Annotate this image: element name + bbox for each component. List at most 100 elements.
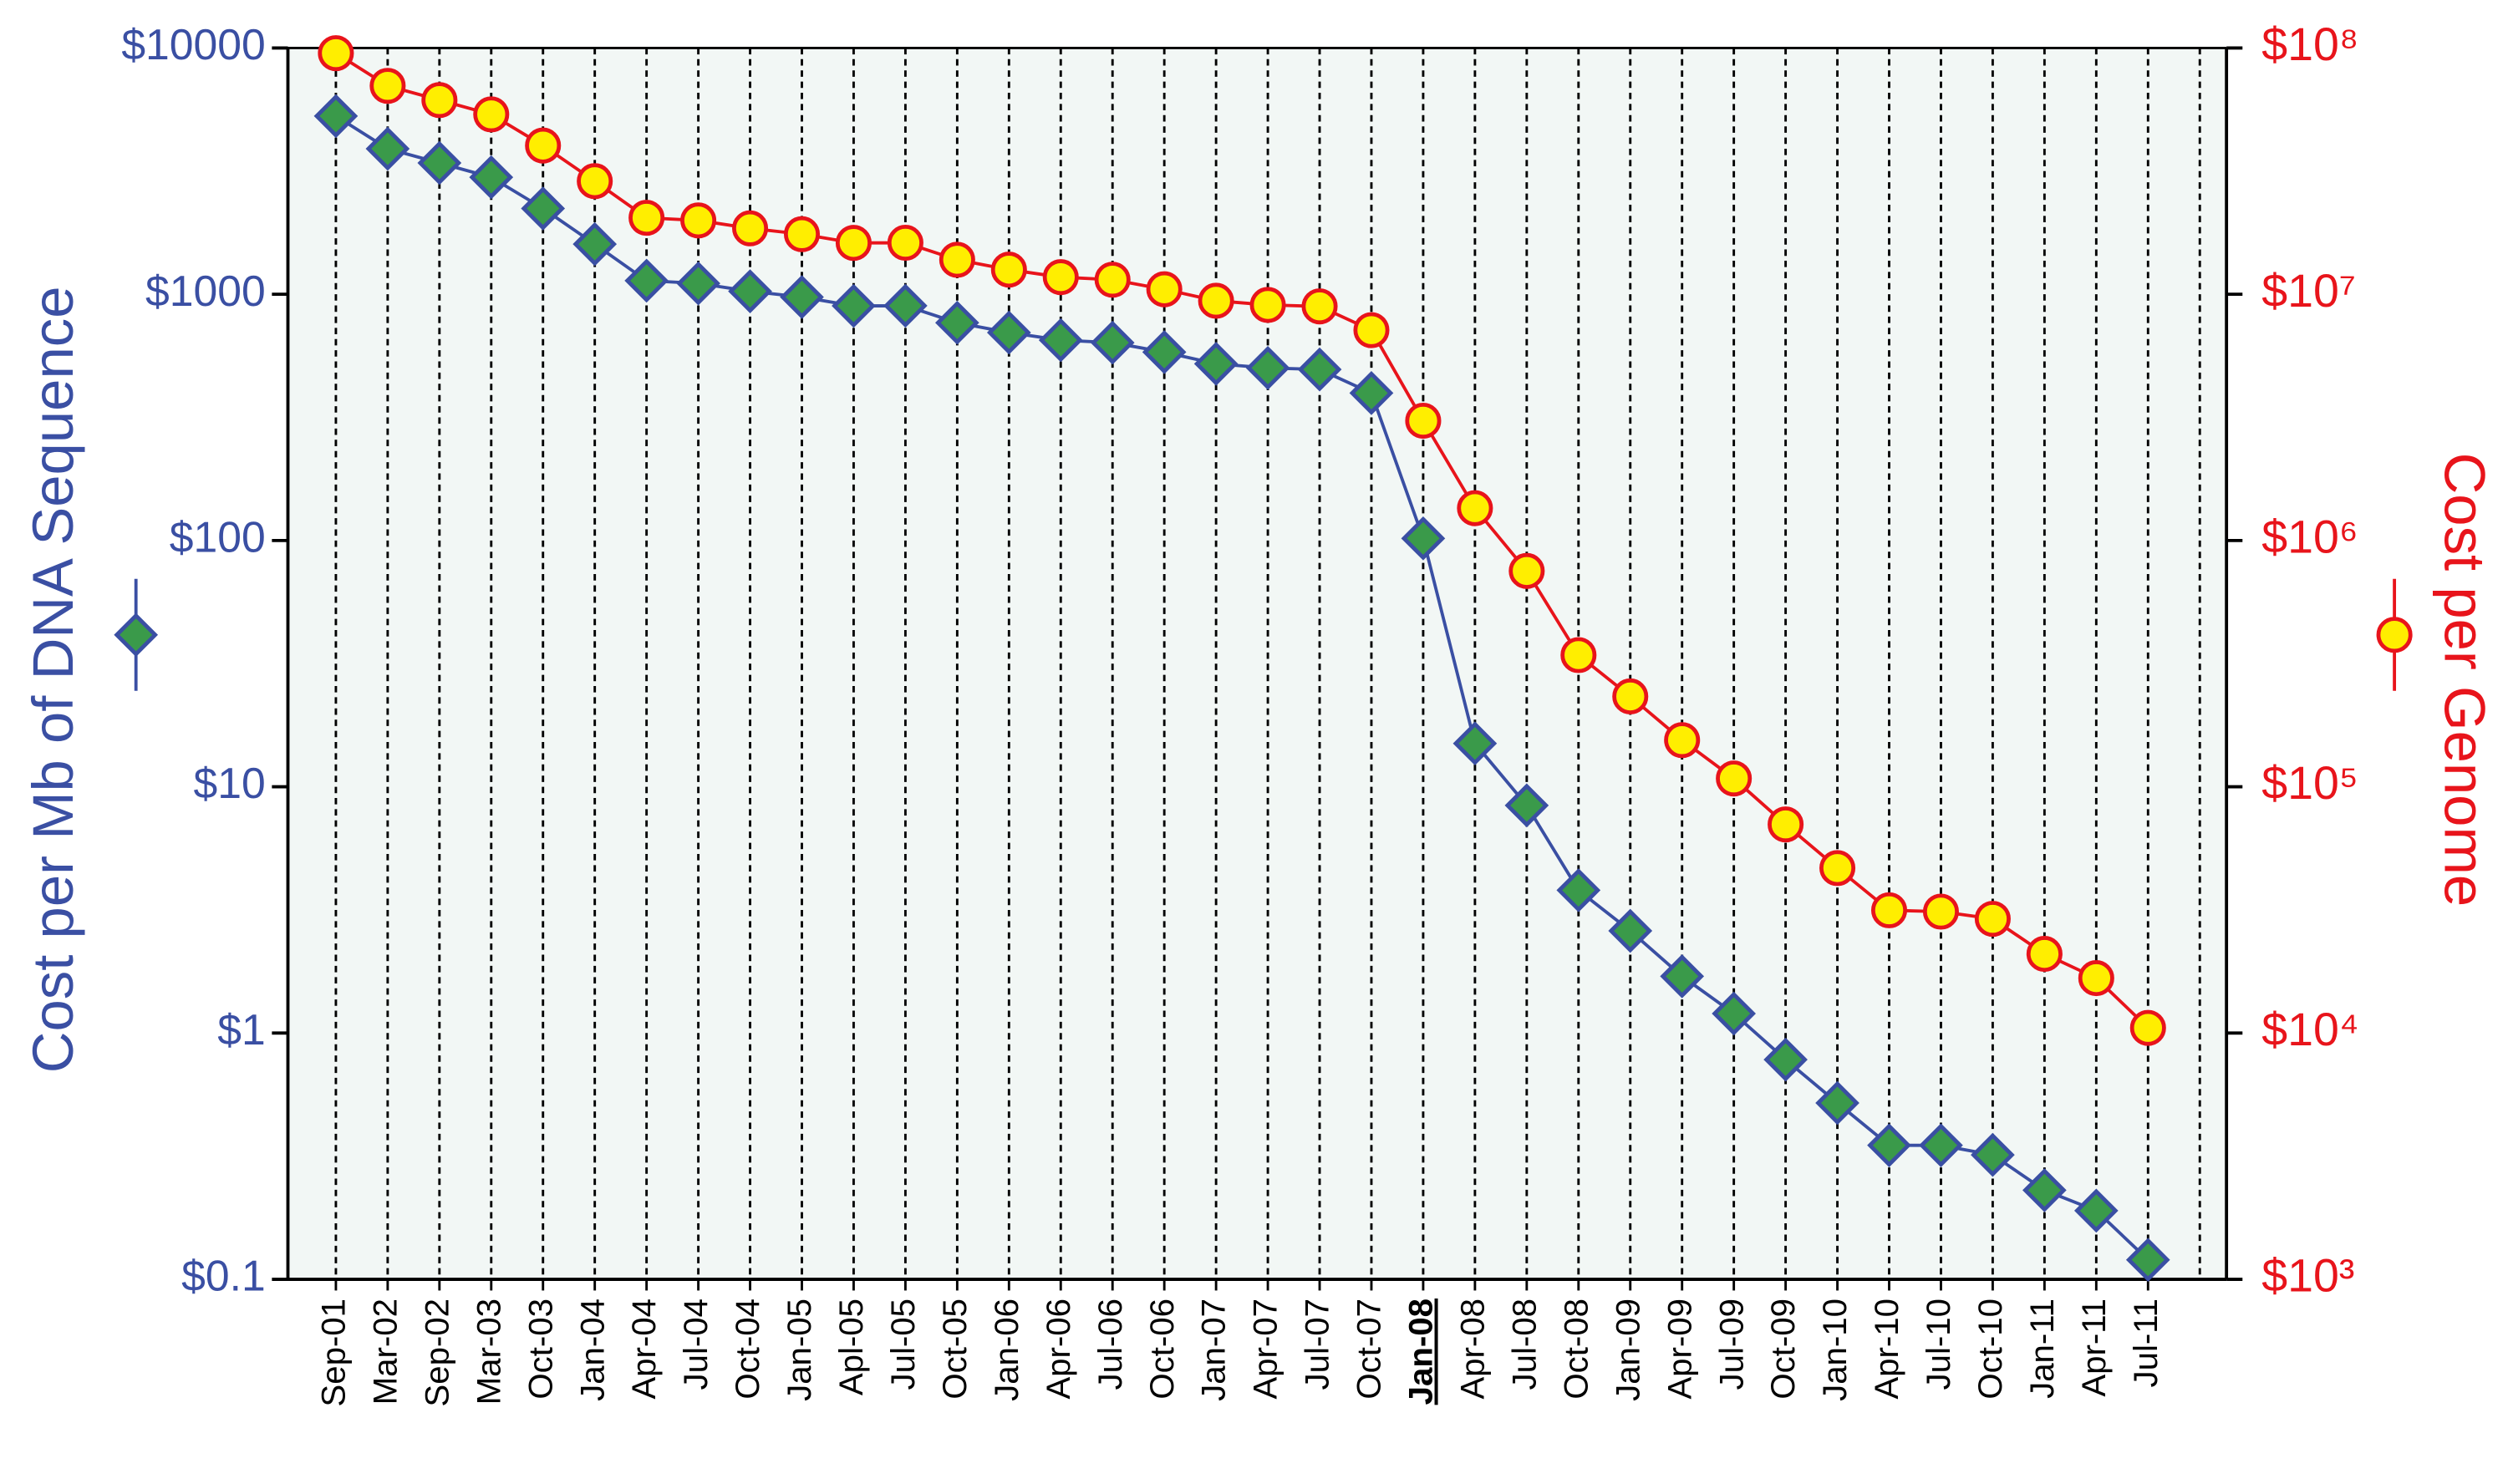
data-point bbox=[1712, 991, 1757, 1036]
x-tick-label: Jan-09 bbox=[1609, 1298, 1646, 1401]
data-point bbox=[1198, 282, 1234, 319]
data-point bbox=[1664, 722, 1701, 759]
x-tick-label: Apr-04 bbox=[625, 1298, 663, 1400]
x-tick-label: Apr-11 bbox=[2075, 1298, 2113, 1397]
x-tick-label: Apr-07 bbox=[1247, 1298, 1285, 1400]
data-point bbox=[1457, 490, 1493, 526]
x-tick-label: Sep-01 bbox=[315, 1298, 353, 1407]
data-point bbox=[1508, 552, 1545, 589]
data-point bbox=[469, 155, 514, 200]
data-point bbox=[318, 35, 354, 72]
data-point bbox=[1038, 318, 1083, 363]
x-tick-label: Jul-04 bbox=[677, 1298, 715, 1390]
data-point bbox=[2078, 960, 2114, 997]
x-tick-label: Jan-04 bbox=[573, 1298, 611, 1401]
x-tick-label: Oct-06 bbox=[1143, 1298, 1181, 1400]
x-tick-label: Jan-06 bbox=[988, 1298, 1025, 1401]
data-point bbox=[521, 186, 566, 231]
data-point bbox=[473, 96, 510, 133]
data-point bbox=[1867, 1123, 1911, 1168]
data-point bbox=[624, 258, 669, 303]
data-point bbox=[2026, 936, 2063, 973]
y2-tick-label: $10⁷ bbox=[2261, 265, 2356, 317]
x-tick-label: Sep-02 bbox=[418, 1298, 455, 1407]
y-tick-label: $10 bbox=[194, 759, 266, 807]
data-point bbox=[2129, 1009, 2166, 1046]
data-point bbox=[680, 202, 717, 239]
x-tick-label: Mar-03 bbox=[470, 1298, 507, 1405]
x-tick-label: Jul-11 bbox=[2127, 1298, 2165, 1387]
legend-symbol bbox=[114, 578, 159, 691]
data-point bbox=[1353, 312, 1390, 348]
x-tick-label: Oct-09 bbox=[1764, 1298, 1802, 1400]
y-tick-label: $10000 bbox=[121, 20, 265, 69]
data-point bbox=[628, 200, 665, 236]
x-tick-label: Oct-07 bbox=[1351, 1298, 1388, 1400]
data-point bbox=[1193, 341, 1239, 386]
y2-tick-label: $10³ bbox=[2261, 1250, 2354, 1302]
y2-tick-label: $10⁵ bbox=[2261, 757, 2358, 809]
x-tick-label: Oct-10 bbox=[1971, 1298, 2009, 1400]
x-tick-label: Oct-08 bbox=[1557, 1298, 1595, 1400]
data-point bbox=[935, 300, 979, 345]
data-point bbox=[1815, 1080, 1859, 1126]
legend-marker bbox=[2376, 617, 2413, 653]
data-point bbox=[1768, 806, 1804, 843]
y2-tick-label: $10⁶ bbox=[2261, 511, 2358, 563]
plot-area bbox=[287, 48, 2227, 1280]
data-point bbox=[1556, 868, 1601, 912]
data-point bbox=[1974, 901, 2011, 938]
data-point bbox=[732, 210, 769, 246]
data-point bbox=[883, 283, 928, 328]
data-point bbox=[369, 68, 406, 104]
data-point bbox=[728, 269, 772, 313]
data-point bbox=[1249, 287, 1286, 323]
data-point bbox=[1090, 320, 1135, 365]
data-point bbox=[1922, 893, 1959, 930]
data-point bbox=[313, 94, 359, 139]
data-point bbox=[1405, 403, 1442, 440]
data-point bbox=[1301, 288, 1338, 325]
data-point bbox=[939, 241, 975, 278]
data-point bbox=[986, 310, 1031, 355]
data-point bbox=[1870, 892, 1908, 928]
y-tick-label: $0.1 bbox=[181, 1252, 266, 1300]
y2-tick-label: $10⁸ bbox=[2261, 18, 2358, 70]
x-tick-label: Jan-07 bbox=[1195, 1298, 1233, 1401]
data-point bbox=[2022, 1168, 2067, 1212]
y-tick-label: $1 bbox=[217, 1005, 265, 1054]
data-point bbox=[1504, 783, 1549, 828]
data-point bbox=[1452, 721, 1498, 766]
data-point bbox=[1142, 330, 1187, 374]
data-point bbox=[990, 252, 1027, 288]
data-point bbox=[1819, 850, 1856, 887]
data-point bbox=[572, 221, 618, 267]
y2-axis-title: Cost per Genome bbox=[2432, 453, 2496, 907]
data-point bbox=[1146, 271, 1183, 307]
data-point bbox=[1042, 259, 1079, 296]
data-point bbox=[577, 163, 613, 200]
data-point bbox=[832, 283, 876, 328]
x-tick-label: Apr-10 bbox=[1868, 1298, 1905, 1400]
data-point bbox=[2073, 1188, 2119, 1233]
y-axis-title: Cost per Mb of DNA Sequence bbox=[21, 286, 85, 1073]
x-tick-label: Jul-09 bbox=[1712, 1298, 1750, 1390]
data-point bbox=[1401, 516, 1446, 561]
data-point bbox=[1612, 678, 1649, 714]
x-tick-label: Oct-05 bbox=[936, 1298, 974, 1400]
x-tick-label: Jan-08 bbox=[1402, 1298, 1440, 1405]
data-point bbox=[1716, 760, 1753, 797]
data-point bbox=[1349, 371, 1394, 415]
data-point bbox=[1660, 954, 1705, 999]
data-point bbox=[780, 275, 824, 319]
data-point bbox=[417, 140, 462, 186]
x-tick-label: Jul-08 bbox=[1505, 1298, 1543, 1390]
data-point bbox=[421, 82, 458, 119]
x-tick-label: Mar-02 bbox=[366, 1298, 404, 1405]
data-point bbox=[525, 127, 562, 164]
x-tick-label: Jan-11 bbox=[2023, 1298, 2061, 1399]
x-tick-label: Apr-09 bbox=[1661, 1298, 1698, 1400]
x-tick-label: Jul-05 bbox=[884, 1298, 922, 1390]
x-tick-label: Oct-03 bbox=[521, 1298, 559, 1400]
